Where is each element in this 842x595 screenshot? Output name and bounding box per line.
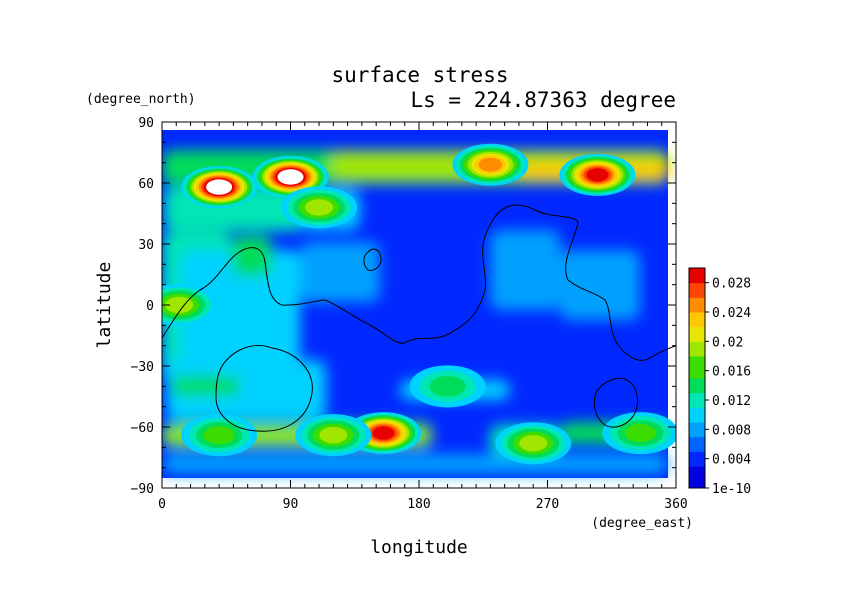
colorbar-segment xyxy=(689,268,705,276)
outline-1 xyxy=(363,248,382,271)
outline-2 xyxy=(215,344,313,432)
colorbar-tick-label: 0.024 xyxy=(712,306,751,321)
axes: 0 90 180 270 360 90 60 30 0 −30 −60 −90 xyxy=(131,116,688,512)
field-hotspots xyxy=(162,143,676,465)
colorbar-segment xyxy=(689,451,705,460)
colorbar-frame xyxy=(688,267,706,489)
chart-subtitle: Ls = 224.87363 degree xyxy=(410,88,676,112)
y-tick-label: −60 xyxy=(131,421,154,436)
y-tick-label: −90 xyxy=(131,482,154,497)
colorbar-segment xyxy=(689,297,705,306)
colorbar-segment xyxy=(689,378,705,386)
colorbar-segment xyxy=(689,275,705,284)
colorbar: 0.028 0.024 0.02 0.016 0.012 0.008 0.004 1e-10 xyxy=(688,267,751,497)
y-tick-label: 60 xyxy=(138,177,154,192)
hotspot-contour xyxy=(429,376,466,397)
colorbar-tick-label: 0.012 xyxy=(712,394,751,409)
colorbar-segment xyxy=(689,422,705,430)
hotspot-contour xyxy=(305,199,334,216)
hotspot-contour xyxy=(206,179,233,195)
hotspot-contour xyxy=(372,426,395,440)
colorbar-tick-label: 0.028 xyxy=(712,277,751,292)
x-unit-label: (degree_east) xyxy=(591,516,693,531)
colorbar-segment xyxy=(689,304,705,313)
colorbar-segment xyxy=(689,436,705,445)
colorbar-segment xyxy=(689,458,705,467)
colorbar-segment xyxy=(689,444,705,452)
x-tick-label: 360 xyxy=(664,497,687,512)
colorbar-segment xyxy=(689,282,705,291)
hotspot-contour xyxy=(319,426,348,444)
x-tick-label: 180 xyxy=(407,497,430,512)
colorbar-segment xyxy=(689,407,705,416)
hotspot-contour xyxy=(165,296,194,314)
colorbar-segment xyxy=(689,385,705,394)
colorbar-segment xyxy=(689,414,705,423)
colorbar-segment xyxy=(689,326,705,335)
y-tick-label: 30 xyxy=(138,238,154,253)
x-tick-label: 270 xyxy=(536,497,559,512)
colorbar-segment xyxy=(689,334,705,342)
x-axis-label: longitude xyxy=(370,537,468,558)
colorbar-segment xyxy=(689,370,705,379)
x-tick-label: 90 xyxy=(283,497,299,512)
colorbar-segment xyxy=(689,348,705,357)
hotspot-contour xyxy=(624,424,656,443)
colorbar-tick-label: 0.004 xyxy=(712,453,751,468)
colorbar-segment xyxy=(689,480,705,489)
hotspot-contour xyxy=(519,435,548,452)
hotspot-contour xyxy=(478,157,503,172)
x-tick-label: 0 xyxy=(158,497,166,512)
continent-outlines xyxy=(162,204,676,432)
colorbar-segment xyxy=(689,341,705,350)
y-tick-label: −30 xyxy=(131,360,154,375)
colorbar-segment xyxy=(689,356,705,364)
y-tick-label: 90 xyxy=(138,116,154,131)
colorbar-segment xyxy=(689,363,705,372)
colorbar-segment xyxy=(689,312,705,320)
hotspot-contour xyxy=(203,426,235,445)
colorbar-segment xyxy=(689,429,705,438)
colorbar-tick-label: 0.02 xyxy=(712,335,743,350)
colorbar-segment xyxy=(689,400,705,408)
colorbar-segment xyxy=(689,473,705,482)
colorbar-segment xyxy=(689,290,705,298)
outline-3 xyxy=(593,377,639,428)
heatmap-field xyxy=(162,130,676,478)
chart-title: surface stress xyxy=(331,63,508,87)
y-tick-label: 0 xyxy=(146,299,154,314)
y-unit-label: (degree_north) xyxy=(86,92,196,107)
colorbar-segment xyxy=(689,319,705,328)
colorbar-segment xyxy=(689,392,705,401)
colorbar-tick-label: 1e-10 xyxy=(712,482,751,497)
outline-0 xyxy=(162,204,676,361)
colorbar-tick-label: 0.008 xyxy=(712,423,751,438)
colorbar-segment xyxy=(689,466,705,474)
hotspot-contour xyxy=(586,168,609,182)
hotspot-contour xyxy=(277,169,304,185)
y-axis-label: latitude xyxy=(94,262,115,349)
colorbar-tick-label: 0.016 xyxy=(712,365,751,380)
